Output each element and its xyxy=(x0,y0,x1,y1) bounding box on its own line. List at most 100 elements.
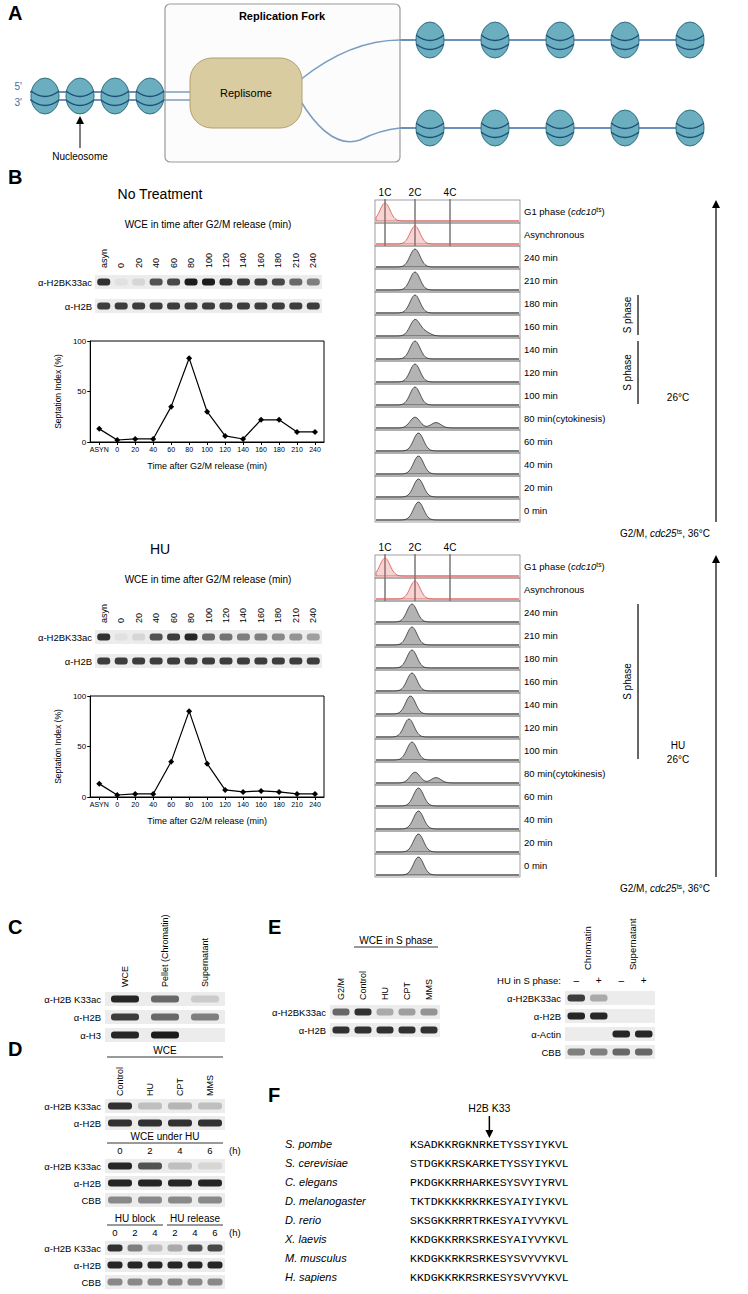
svg-text:100 min: 100 min xyxy=(524,390,558,401)
svg-text:210 min: 210 min xyxy=(524,275,558,286)
svg-text:α-H2B: α-H2B xyxy=(74,1118,101,1129)
svg-text:CBB: CBB xyxy=(541,1047,561,1058)
svg-text:α-H2B: α-H2B xyxy=(534,1011,561,1022)
svg-text:HU release: HU release xyxy=(170,1213,220,1224)
svg-text:40 min: 40 min xyxy=(524,814,553,825)
svg-text:20 min: 20 min xyxy=(524,482,553,493)
svg-text:B: B xyxy=(8,166,22,188)
svg-text:50: 50 xyxy=(77,387,86,396)
svg-text:0: 0 xyxy=(116,618,126,623)
svg-text:asyn: asyn xyxy=(99,604,109,623)
svg-text:Control: Control xyxy=(358,971,368,1000)
svg-text:α-Actin: α-Actin xyxy=(531,1029,561,1040)
svg-text:D. rerio: D. rerio xyxy=(285,1214,321,1226)
svg-text:G2/M: G2/M xyxy=(336,978,346,1000)
svg-text:100: 100 xyxy=(73,337,87,346)
svg-text:60: 60 xyxy=(167,801,175,808)
svg-text:40: 40 xyxy=(149,446,157,453)
svg-text:20: 20 xyxy=(134,258,144,268)
svg-text:X. laevis: X. laevis xyxy=(284,1233,327,1245)
svg-text:M. musculus: M. musculus xyxy=(285,1252,347,1264)
svg-text:+: + xyxy=(596,975,602,986)
svg-text:H. sapiens: H. sapiens xyxy=(285,1271,337,1283)
svg-text:α-H2BK33ac: α-H2BK33ac xyxy=(38,277,92,288)
svg-text:(h): (h) xyxy=(229,1227,241,1238)
svg-text:160: 160 xyxy=(256,253,266,268)
svg-text:D: D xyxy=(8,1038,22,1060)
svg-text:WCE in time after G2/M release: WCE in time after G2/M release (min) xyxy=(125,574,292,585)
svg-text:α-H2B: α-H2B xyxy=(299,1025,326,1036)
svg-text:4C: 4C xyxy=(444,542,457,553)
svg-text:0: 0 xyxy=(112,1227,117,1238)
svg-text:4: 4 xyxy=(152,1227,157,1238)
svg-text:Time after G2/M release (min): Time after G2/M release (min) xyxy=(147,816,267,826)
svg-text:α-H2B: α-H2B xyxy=(65,656,92,667)
svg-text:210: 210 xyxy=(291,253,301,268)
svg-text:C. elegans: C. elegans xyxy=(285,1176,338,1188)
svg-text:MMS: MMS xyxy=(424,979,434,1000)
svg-text:240: 240 xyxy=(308,253,318,268)
svg-text:–: – xyxy=(573,975,579,986)
svg-text:50: 50 xyxy=(77,742,86,751)
svg-text:60: 60 xyxy=(169,613,179,623)
svg-text:40 min: 40 min xyxy=(524,459,553,470)
svg-text:26°C: 26°C xyxy=(667,754,689,765)
svg-text:40: 40 xyxy=(151,613,161,623)
svg-text:Asynchronous: Asynchronous xyxy=(524,229,584,240)
svg-text:G2/M, cdc25ts, 36°C: G2/M, cdc25ts, 36°C xyxy=(620,883,710,895)
svg-text:180: 180 xyxy=(273,253,283,268)
svg-text:60 min: 60 min xyxy=(524,436,553,447)
svg-text:Supernatant: Supernatant xyxy=(200,937,210,987)
svg-text:80 min(cytokinesis): 80 min(cytokinesis) xyxy=(524,768,605,779)
svg-text:Chromatin: Chromatin xyxy=(582,926,593,970)
svg-text:2C: 2C xyxy=(409,187,422,198)
svg-text:240: 240 xyxy=(309,446,321,453)
svg-text:40: 40 xyxy=(151,258,161,268)
svg-text:CBB: CBB xyxy=(81,1195,101,1206)
svg-text:180 min: 180 min xyxy=(524,653,558,664)
svg-text:100: 100 xyxy=(204,253,214,268)
svg-text:α-H2B: α-H2B xyxy=(74,1178,101,1189)
svg-text:Replisome: Replisome xyxy=(220,87,272,99)
svg-text:80: 80 xyxy=(185,446,193,453)
svg-text:asyn: asyn xyxy=(99,249,109,268)
svg-text:4: 4 xyxy=(192,1227,197,1238)
svg-text:120: 120 xyxy=(221,253,231,268)
svg-text:180: 180 xyxy=(273,801,285,808)
svg-text:α-H2BK33ac: α-H2BK33ac xyxy=(272,1007,326,1018)
svg-text:A: A xyxy=(8,2,22,24)
svg-text:TKTDKKKKRKRKESYAIYIYKVL: TKTDKKKKRKRKESYAIYIYKVL xyxy=(410,1195,569,1208)
svg-text:No Treatment: No Treatment xyxy=(118,186,203,202)
svg-text:H2B K33: H2B K33 xyxy=(468,1102,510,1114)
svg-text:20: 20 xyxy=(134,613,144,623)
svg-text:26°C: 26°C xyxy=(667,392,689,403)
svg-text:0: 0 xyxy=(82,793,87,802)
svg-text:SKSGKKRRRTRKESYAIYVYKVL: SKSGKKRRRTRKESYAIYVYKVL xyxy=(410,1214,569,1227)
svg-text:2: 2 xyxy=(147,1145,152,1156)
svg-text:KKDGKKRRKSRKESYAIYVYKVL: KKDGKKRRKSRKESYAIYVYKVL xyxy=(410,1233,569,1246)
svg-text:CPT: CPT xyxy=(402,981,412,1000)
svg-text:100: 100 xyxy=(73,692,87,701)
svg-text:0 min: 0 min xyxy=(524,505,547,516)
svg-text:240: 240 xyxy=(308,608,318,623)
svg-text:G2/M, cdc25ts, 36°C: G2/M, cdc25ts, 36°C xyxy=(620,528,710,540)
svg-text:160: 160 xyxy=(255,801,267,808)
svg-text:0: 0 xyxy=(117,1145,122,1156)
svg-text:120: 120 xyxy=(219,446,231,453)
svg-text:100: 100 xyxy=(201,446,213,453)
svg-text:α-H2B: α-H2B xyxy=(74,1012,101,1023)
svg-text:120 min: 120 min xyxy=(524,722,558,733)
svg-text:0: 0 xyxy=(82,438,87,447)
svg-text:4: 4 xyxy=(177,1145,182,1156)
svg-text:C: C xyxy=(8,916,22,938)
svg-text:180: 180 xyxy=(273,446,285,453)
svg-text:140 min: 140 min xyxy=(524,344,558,355)
svg-text:180: 180 xyxy=(273,608,283,623)
svg-text:100: 100 xyxy=(204,608,214,623)
svg-text:S phase: S phase xyxy=(622,354,633,391)
svg-text:210: 210 xyxy=(291,801,303,808)
svg-text:210: 210 xyxy=(291,446,303,453)
svg-text:80: 80 xyxy=(186,258,196,268)
svg-text:240 min: 240 min xyxy=(524,607,558,618)
svg-text:0: 0 xyxy=(116,263,126,268)
